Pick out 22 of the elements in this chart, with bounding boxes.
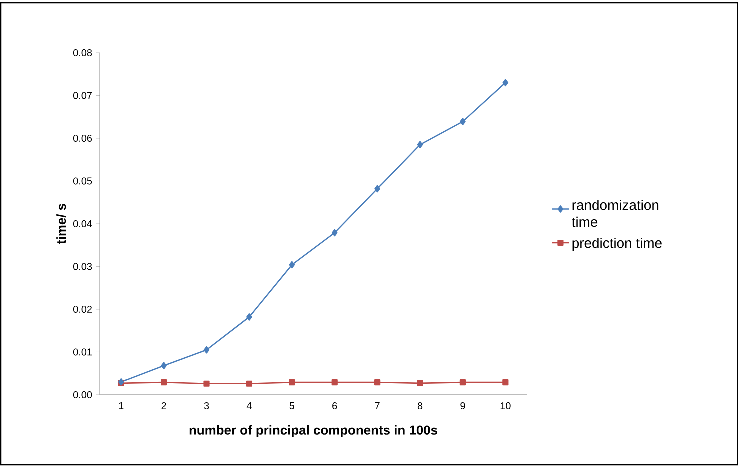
x-tick-label: 2 <box>162 402 166 410</box>
y-axis-title: time/ s <box>56 204 66 244</box>
x-tick-label: 1 <box>119 402 124 410</box>
y-tick-label: 0.06 <box>73 134 92 142</box>
y-tick-label: 0.05 <box>73 178 92 185</box>
y-tick-label: 0.00 <box>73 391 92 399</box>
x-tick-label: 10 <box>500 402 511 410</box>
x-tick-label: 3 <box>204 402 210 410</box>
y-tick-label: 0.08 <box>73 49 92 57</box>
x-tick-label: 8 <box>418 402 423 410</box>
y-tick-label: 0.03 <box>73 263 92 270</box>
legend-label: prediction time <box>572 238 662 251</box>
y-tick-label: 0.02 <box>73 306 92 314</box>
x-tick-label: 4 <box>246 402 252 410</box>
x-tick-label: 5 <box>290 402 295 410</box>
x-tick-label: 6 <box>332 402 338 410</box>
x-axis-title: number of principal components in 100s <box>190 425 438 438</box>
y-tick-label: 0.04 <box>73 220 92 228</box>
y-tick-label: 0.07 <box>73 92 92 100</box>
y-tick-label: 0.01 <box>73 348 92 356</box>
x-tick-label: 9 <box>460 402 466 410</box>
x-tick-label: 7 <box>375 402 380 410</box>
